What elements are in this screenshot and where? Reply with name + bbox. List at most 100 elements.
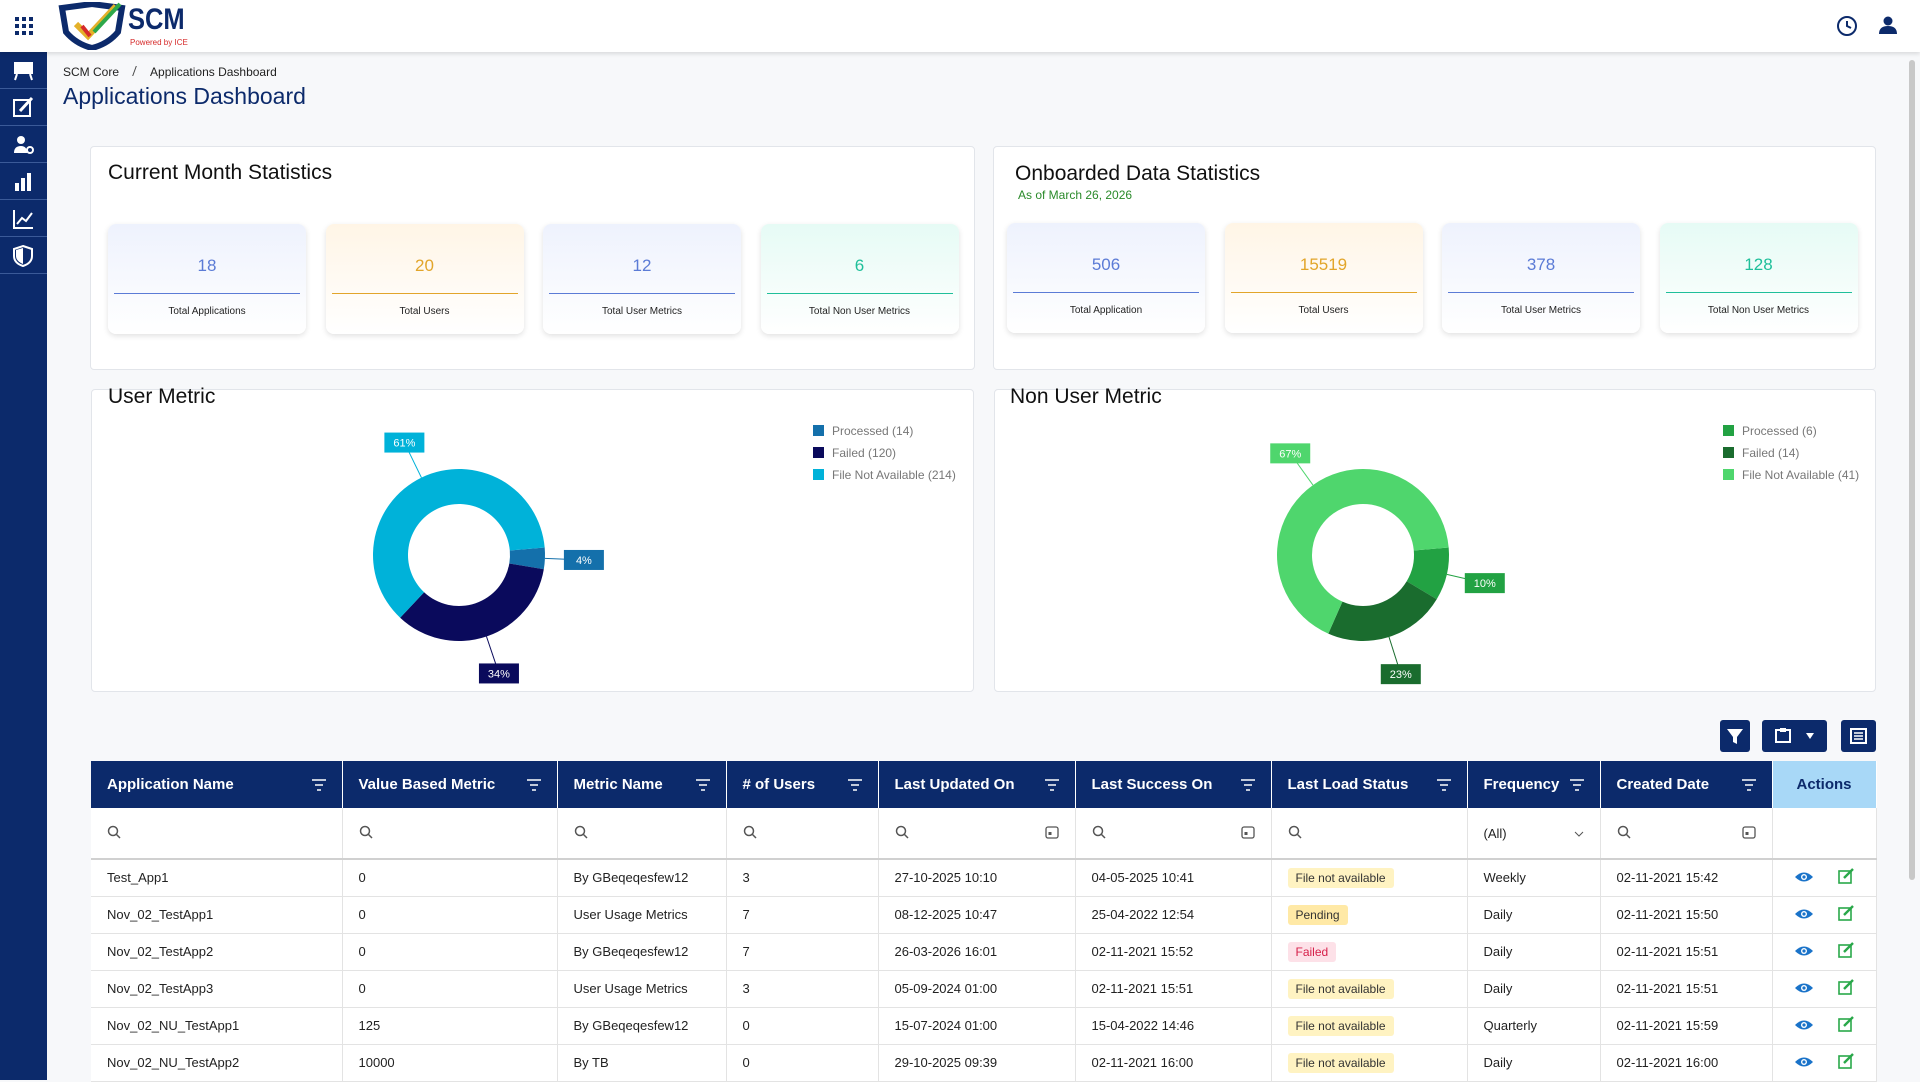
user-icon[interactable] (1878, 15, 1898, 35)
donut-slice[interactable] (1406, 547, 1449, 600)
column-header[interactable]: Created Date (1600, 761, 1773, 808)
stat-box: 18 Total Applications (108, 224, 306, 334)
filter-cell[interactable] (878, 808, 1076, 860)
edit-icon[interactable] (1838, 1053, 1854, 1069)
column-header[interactable]: Last Updated On (878, 761, 1076, 808)
export-button[interactable] (1762, 720, 1827, 752)
column-header[interactable]: Last Success On (1075, 761, 1272, 808)
filter-cell (1772, 808, 1877, 860)
legend-swatch[interactable] (1723, 447, 1734, 458)
nav-security[interactable] (0, 237, 47, 274)
donut-slice[interactable] (1276, 468, 1449, 634)
column-title: Metric Name (573, 776, 663, 793)
edit-icon[interactable] (1838, 868, 1854, 885)
cell-text: 0 (358, 907, 366, 922)
filter-cell[interactable] (342, 808, 558, 860)
history-icon[interactable] (1836, 15, 1858, 37)
cell-text: 0 (358, 981, 366, 996)
legend-swatch[interactable] (1723, 425, 1734, 436)
nav-trends[interactable] (0, 200, 47, 237)
legend-label[interactable]: File Not Available (214) (832, 468, 956, 482)
table-cell: 08-12-2025 10:47 (878, 896, 1076, 934)
frequency-filter[interactable]: (All) (1483, 825, 1507, 841)
donut-slice[interactable] (400, 563, 544, 641)
stat-divider (766, 293, 953, 294)
stat-label: Total Non User Metrics (808, 306, 911, 317)
legend-label[interactable]: Failed (120) (832, 446, 896, 460)
table-cell: 0 (726, 1044, 879, 1082)
column-header[interactable]: Frequency (1467, 761, 1601, 808)
table-row: Test_App1 0 By GBeqeqesfew12 3 27-10-2025 10… (91, 859, 1877, 897)
edit-icon[interactable] (1838, 979, 1854, 995)
view-icon[interactable] (1794, 907, 1814, 921)
table-row: Nov_02_NU_TestApp1 125 By GBeqeqesfew12 0 15… (91, 1007, 1877, 1045)
donut-slice[interactable] (509, 547, 545, 570)
view-icon[interactable] (1794, 1018, 1814, 1032)
data-label: 4% (576, 555, 592, 567)
table-cell: 02-11-2021 15:50 (1600, 896, 1773, 934)
stat-box: 12 Total User Metrics (543, 224, 741, 334)
filter-cell[interactable] (1600, 808, 1773, 860)
cell-text: 7 (742, 944, 750, 959)
cell-text: By GBeqeqesfew12 (573, 944, 689, 959)
column-header[interactable]: Actions (1772, 761, 1877, 808)
edit-icon[interactable] (1838, 1016, 1854, 1032)
legend-label[interactable]: File Not Available (41) (1742, 468, 1859, 482)
cell-text: Quarterly (1483, 1018, 1537, 1033)
cell-text: 02-11-2021 15:50 (1616, 907, 1719, 922)
view-icon[interactable] (1794, 870, 1814, 884)
legend-swatch[interactable] (1723, 469, 1734, 480)
table-cell: Nov_02_TestApp3 (91, 970, 343, 1008)
filter-cell[interactable] (1075, 808, 1272, 860)
filter-cell[interactable] (1271, 808, 1468, 860)
cell-text: Nov_02_TestApp3 (107, 981, 214, 996)
table-row: Nov_02_TestApp1 0 User Usage Metrics 7 08-12… (91, 896, 1877, 934)
legend-swatch[interactable] (813, 425, 824, 436)
table-cell: 27-10-2025 10:10 (878, 859, 1076, 897)
nav-users[interactable] (0, 126, 47, 163)
filter-cell[interactable]: (All) (1467, 808, 1601, 860)
stat-divider (1448, 292, 1634, 293)
view-icon[interactable] (1794, 981, 1814, 995)
filter-button[interactable] (1720, 720, 1750, 752)
stat-value: 378 (1526, 255, 1556, 274)
filter-cell[interactable] (91, 808, 343, 860)
legend-swatch[interactable] (813, 447, 824, 458)
onboarded-card: Onboarded Data Statistics As of March 26… (993, 146, 1876, 370)
nav-edit[interactable] (0, 89, 47, 126)
scrollbar[interactable] (1909, 60, 1915, 880)
edit-icon[interactable] (1838, 942, 1854, 958)
stat-value: 20 (415, 256, 434, 275)
view-icon[interactable] (1794, 1055, 1814, 1069)
table-cell: Daily (1467, 933, 1601, 971)
stat-divider (1230, 292, 1417, 293)
apps-menu[interactable] (15, 17, 33, 35)
stat-label: Total User Metrics (601, 306, 682, 317)
column-header[interactable]: Value Based Metric (342, 761, 558, 808)
column-header[interactable]: # of Users (726, 761, 879, 808)
status-badge: File not available (1287, 979, 1394, 999)
stat-box: 6 Total Non User Metrics (760, 224, 959, 334)
legend-label[interactable]: Failed (14) (1742, 446, 1799, 460)
legend-label[interactable]: Processed (14) (832, 424, 913, 438)
breadcrumb-item[interactable]: SCM Core (63, 65, 120, 79)
filter-cell[interactable] (557, 808, 727, 860)
column-header[interactable]: Metric Name (557, 761, 727, 808)
nav-reports[interactable] (0, 163, 47, 200)
donut-slice[interactable] (373, 468, 545, 618)
legend-label[interactable]: Processed (6) (1742, 424, 1817, 438)
nav-dashboard[interactable] (0, 52, 47, 89)
cell-text: 7 (742, 907, 750, 922)
view-icon[interactable] (1794, 944, 1814, 958)
table-cell: 26-03-2026 16:01 (878, 933, 1076, 971)
column-header[interactable]: Last Load Status (1271, 761, 1468, 808)
edit-icon[interactable] (1838, 905, 1854, 921)
column-header[interactable]: Application Name (91, 761, 343, 808)
column-title: Created Date (1616, 776, 1710, 793)
filter-cell[interactable] (726, 808, 879, 860)
legend-swatch[interactable] (813, 469, 824, 480)
table-cell: 02-11-2021 15:51 (1075, 970, 1272, 1008)
columns-button[interactable] (1841, 720, 1876, 752)
donut-slice[interactable] (1328, 581, 1437, 641)
table-cell: File not available (1271, 970, 1468, 1008)
